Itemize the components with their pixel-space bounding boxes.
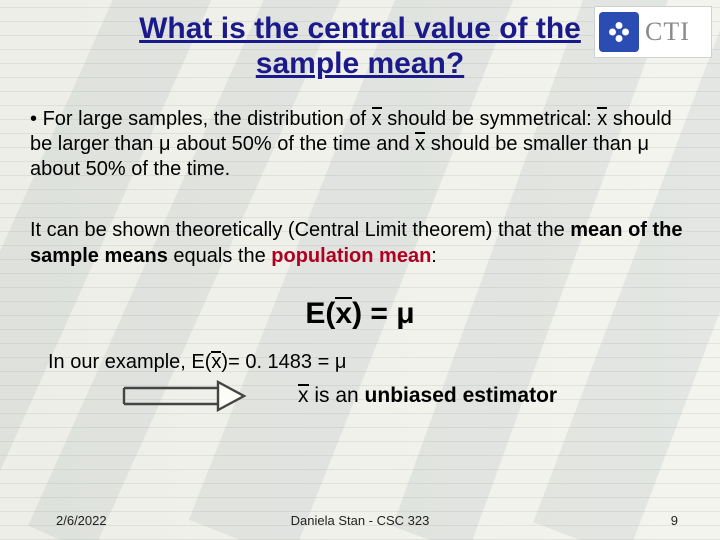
- example-line: In our example, E(x)= 0. 1483 = μ: [48, 351, 690, 374]
- paragraph-1: • For large samples, the distribution of…: [30, 107, 690, 182]
- ex-t2: )= 0. 1483 =: [221, 351, 329, 373]
- logo: CTI: [594, 6, 712, 58]
- unb-t1: is an: [314, 384, 358, 407]
- p1-mu1: μ: [159, 133, 171, 155]
- p2-t3: :: [431, 245, 437, 267]
- p1-t6: about 50% of the time.: [30, 158, 230, 180]
- title-line-1: What is the central value of the: [139, 12, 581, 45]
- xbar-example: x: [211, 351, 221, 374]
- footer: 2/6/2022 Daniela Stan - CSC 323 9: [0, 513, 720, 528]
- p1-t5: should be smaller than: [431, 133, 632, 155]
- unb-bold: unbiased estimator: [365, 384, 558, 407]
- p2-t1: It can be shown theoretically (Central L…: [30, 219, 565, 241]
- xbar-unbiased: x: [298, 384, 309, 408]
- arrow-row: x is an unbiased estimator: [48, 380, 690, 414]
- unbiased-line: x is an unbiased estimator: [298, 384, 557, 408]
- xbar-3: x: [415, 132, 425, 157]
- logo-badge-icon: [599, 12, 639, 52]
- p2-t2: equals the: [173, 245, 265, 267]
- formula: E(x) = μ: [0, 297, 720, 331]
- xbar-formula: x: [335, 297, 352, 331]
- footer-page-number: 9: [671, 513, 678, 528]
- bullet: •: [30, 108, 37, 130]
- footer-date: 2/6/2022: [56, 513, 107, 528]
- arrow-icon: [118, 380, 248, 414]
- p1-t4: about 50% of the time and: [176, 133, 410, 155]
- formula-rhs: ) =: [352, 297, 388, 330]
- logo-text: CTI: [645, 17, 690, 47]
- footer-author: Daniela Stan - CSC 323: [291, 513, 430, 528]
- slide-content: CTI What is the central value of the sam…: [0, 0, 720, 540]
- p1-t2: should be symmetrical:: [387, 108, 592, 130]
- xbar-1: x: [372, 107, 382, 132]
- ex-t1: In our example, E(: [48, 351, 211, 373]
- population-mean: population mean: [271, 245, 431, 267]
- flower-icon: [606, 19, 632, 45]
- formula-mu: μ: [396, 297, 414, 330]
- ex-mu: μ: [335, 351, 347, 373]
- p1-t1: For large samples, the distribution of: [43, 108, 367, 130]
- xbar-2: x: [597, 107, 607, 132]
- paragraph-2: It can be shown theoretically (Central L…: [30, 218, 690, 269]
- formula-lhs: E(: [305, 297, 335, 330]
- p1-mu2: μ: [638, 133, 650, 155]
